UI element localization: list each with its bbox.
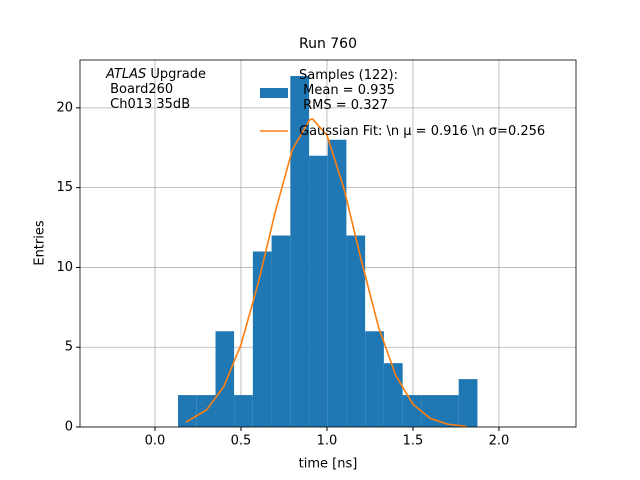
- bar: [402, 395, 422, 427]
- fit-line: [185, 118, 467, 428]
- x-tick-label: 0.0: [145, 434, 166, 449]
- chart-title: Run 760: [299, 36, 357, 52]
- annotation-emphasis: ATLAS: [106, 67, 147, 82]
- bar: [439, 395, 459, 427]
- bar: [178, 395, 197, 427]
- bar: [458, 379, 478, 427]
- x-tick-label: 2.0: [489, 434, 510, 449]
- x-tick-label: 0.5: [231, 434, 252, 449]
- bar: [215, 331, 235, 427]
- y-tick-label: 20: [56, 100, 73, 115]
- bar: [271, 235, 291, 427]
- legend-entry: Gaussian Fit: \n μ = 0.916 \n σ=0.256: [299, 124, 546, 139]
- bar: [346, 235, 366, 427]
- bar: [234, 395, 253, 427]
- bar: [421, 395, 440, 427]
- bar: [327, 139, 347, 428]
- legend-swatch: [260, 88, 288, 98]
- y-tick-label: 0: [65, 420, 73, 435]
- bar: [383, 363, 403, 427]
- bar: [252, 251, 272, 427]
- y-tick-label: 15: [56, 180, 73, 195]
- y-axis-label: Entries: [33, 220, 48, 266]
- annotation: ATLAS Upgrade Board260 Ch013 35dB: [106, 67, 206, 112]
- annotation-text: Upgrade Board260 Ch013 35dB: [110, 67, 206, 112]
- x-tick-label: 1.5: [403, 434, 424, 449]
- y-tick-label: 5: [65, 340, 73, 355]
- axes-frame: [79, 59, 577, 428]
- legend-entry: Samples (122): Mean = 0.935 RMS = 0.327: [299, 68, 398, 113]
- bar: [290, 75, 310, 428]
- bar: [365, 331, 384, 427]
- bar: [309, 155, 328, 427]
- x-tick-label: 1.0: [317, 434, 338, 449]
- y-tick-label: 10: [56, 260, 73, 275]
- x-axis-label: time [ns]: [299, 457, 358, 472]
